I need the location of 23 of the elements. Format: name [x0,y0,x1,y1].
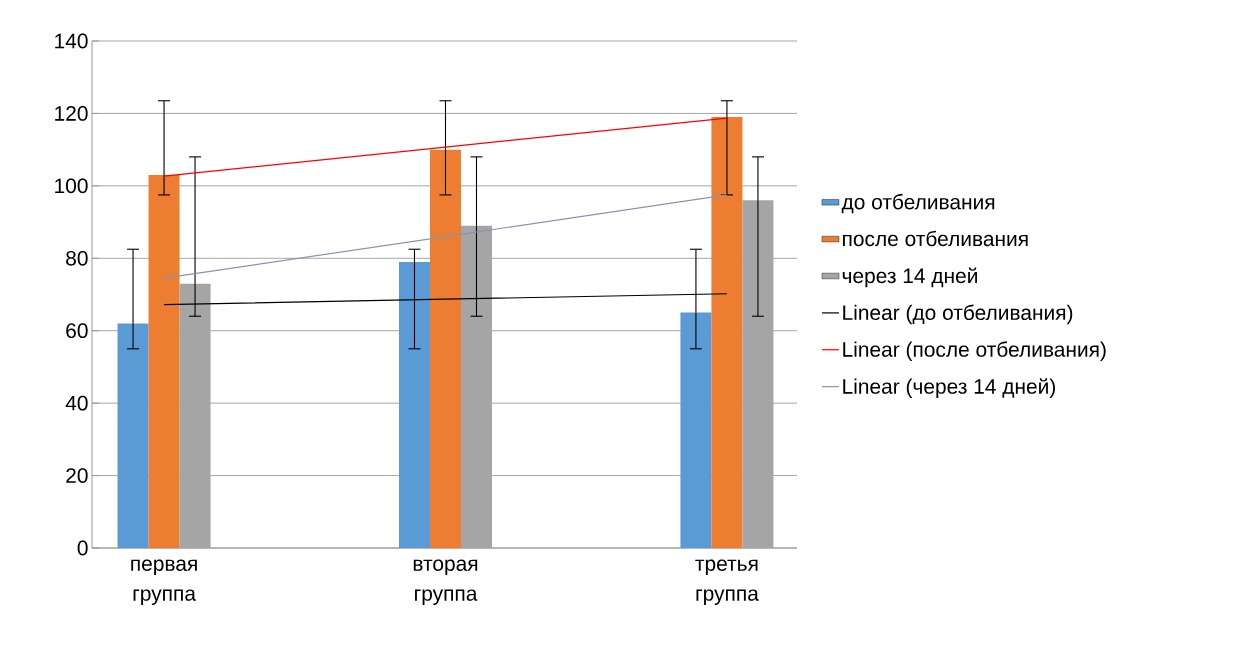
bar [117,323,149,548]
legend-label: Linear (через 14 дней) [843,378,1056,399]
y-tick-label: 60 [66,323,88,339]
legend-label: Linear (до отбеливания) [843,304,1073,325]
y-tick-label: 20 [66,468,88,483]
y-tick-label: 80 [66,250,88,266]
y-tick-label: 120 [55,106,88,121]
legend-label: через 14 дней [842,267,977,288]
y-tick-label: 140 [55,33,88,49]
bar [680,312,712,548]
y-tick-label: 40 [65,395,88,411]
bar [429,149,461,548]
y-tick-label: 100 [55,178,88,194]
x-tick-label: вторая группа [413,559,478,606]
bar [398,261,430,548]
y-tick-label: 0 [77,540,88,556]
bar [148,174,180,548]
bar [711,117,743,548]
x-tick-label: первая группа [131,559,197,606]
legend-label: до отбеливания [841,193,995,214]
legend-label: после отбеливания [843,230,1028,247]
legend-label: Linear (после отбеливания) [843,341,1106,361]
x-tick-label: третья группа [695,559,759,606]
